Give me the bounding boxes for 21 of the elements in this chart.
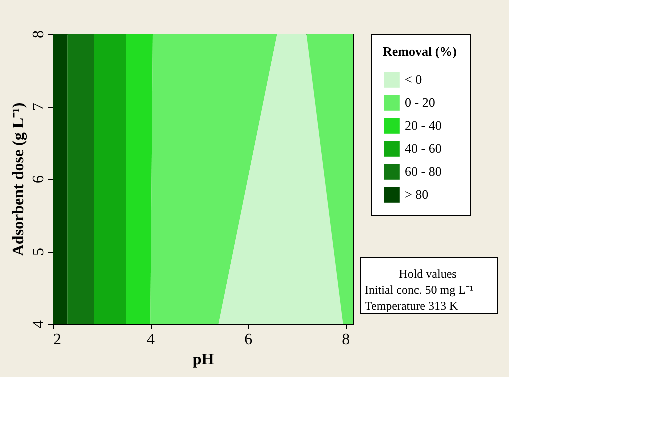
legend-title: Removal (%): [383, 44, 458, 59]
legend-label: 0 - 20: [405, 95, 436, 110]
y-tick-label: 4: [30, 320, 48, 328]
legend-label: 20 - 40: [405, 118, 442, 133]
x-tick-label: 6: [244, 332, 253, 348]
x-tick-label: 4: [147, 332, 156, 348]
x-tick-label: 8: [342, 332, 350, 348]
text: Initial conc. 50 mg L⁻¹: [365, 283, 474, 297]
y-axis-title: Adsorbent dose (g L⁻¹): [10, 102, 28, 256]
text: Temperature 313 K: [365, 299, 458, 313]
y-tick-label: 7: [30, 103, 48, 111]
y-tick-label: 6: [30, 176, 48, 184]
legend-label: 40 - 60: [405, 141, 442, 156]
x-tick-label: 2: [54, 332, 62, 348]
y-tick-label: 8: [30, 30, 48, 38]
legend-label: < 0: [405, 72, 422, 87]
x-axis-title: pH: [192, 352, 215, 368]
legend-label: 60 - 80: [405, 164, 442, 179]
text: Hold values: [399, 267, 458, 281]
y-tick-label: 5: [30, 248, 48, 256]
legend-label: > 80: [405, 187, 429, 202]
